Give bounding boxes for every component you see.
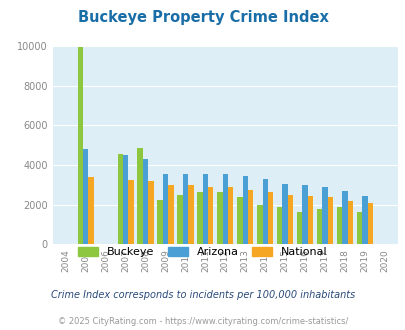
- Bar: [137, 148, 143, 244]
- Bar: [83, 149, 88, 244]
- Bar: [267, 192, 273, 244]
- Bar: [88, 177, 94, 244]
- Bar: [336, 207, 341, 244]
- Bar: [237, 197, 242, 244]
- Bar: [128, 180, 133, 244]
- Bar: [327, 197, 333, 244]
- Bar: [242, 176, 247, 244]
- Bar: [197, 192, 202, 244]
- Bar: [217, 192, 222, 244]
- Bar: [157, 200, 162, 244]
- Bar: [222, 174, 228, 244]
- Bar: [316, 209, 322, 244]
- Bar: [361, 196, 367, 244]
- Bar: [247, 190, 253, 244]
- Bar: [341, 191, 347, 244]
- Bar: [302, 185, 307, 244]
- Bar: [307, 196, 312, 244]
- Bar: [117, 153, 123, 244]
- Bar: [162, 174, 168, 244]
- Bar: [123, 155, 128, 244]
- Bar: [208, 187, 213, 244]
- Bar: [228, 187, 233, 244]
- Bar: [282, 184, 287, 244]
- Text: © 2025 CityRating.com - https://www.cityrating.com/crime-statistics/: © 2025 CityRating.com - https://www.city…: [58, 317, 347, 326]
- Bar: [262, 180, 267, 244]
- Bar: [256, 205, 262, 244]
- Bar: [177, 195, 182, 244]
- Bar: [347, 201, 352, 244]
- Bar: [148, 181, 153, 244]
- Text: Buckeye Property Crime Index: Buckeye Property Crime Index: [77, 10, 328, 25]
- Bar: [277, 207, 282, 244]
- Bar: [287, 195, 292, 244]
- Bar: [188, 185, 193, 244]
- Bar: [143, 159, 148, 244]
- Text: Crime Index corresponds to incidents per 100,000 inhabitants: Crime Index corresponds to incidents per…: [51, 290, 354, 300]
- Bar: [202, 174, 208, 244]
- Bar: [168, 184, 173, 244]
- Bar: [322, 187, 327, 244]
- Bar: [296, 212, 302, 244]
- Bar: [367, 203, 372, 244]
- Bar: [182, 174, 188, 244]
- Legend: Buckeye, Arizona, National: Buckeye, Arizona, National: [74, 243, 331, 262]
- Bar: [356, 212, 361, 244]
- Bar: [77, 47, 83, 244]
